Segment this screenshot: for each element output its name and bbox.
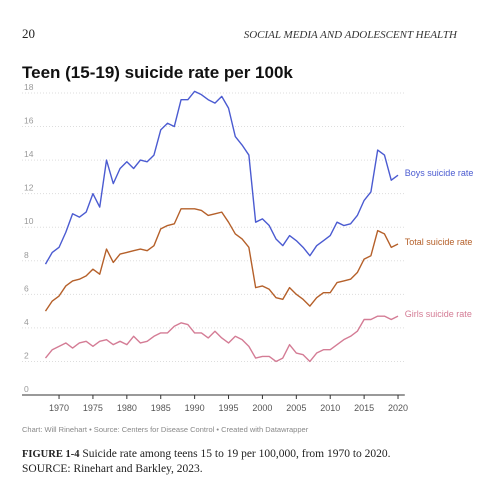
x-tick-label: 2010 (320, 403, 340, 413)
x-tick-label: 2015 (354, 403, 374, 413)
y-tick-label: 0 (24, 384, 29, 394)
caption-source: SOURCE: Rinehart and Barkley, 2023. (22, 463, 203, 475)
x-tick-label: 1990 (185, 403, 205, 413)
x-tick-label: 1985 (151, 403, 171, 413)
x-tick-label: 2020 (388, 403, 408, 413)
y-tick-label: 14 (24, 149, 34, 159)
series-label: Girls suicide rate (404, 309, 472, 320)
series-line (44, 90, 399, 265)
x-tick-label: 1995 (219, 403, 239, 413)
chart-credit: Chart: Will Rinehart • Source: Centers f… (22, 425, 309, 434)
x-tick-label: 1970 (49, 403, 69, 413)
caption: FIGURE 1-4 Suicide rate among teens 15 t… (22, 447, 462, 476)
series-line (44, 315, 399, 363)
series-label: Total suicide rate (404, 237, 473, 247)
x-tick-label: 2000 (252, 403, 272, 413)
caption-label: FIGURE 1-4 (22, 449, 80, 460)
x-tick-label: 1975 (83, 403, 103, 413)
y-tick-label: 6 (24, 283, 29, 293)
running-title: SOCIAL MEDIA AND ADOLESCENT HEALTH (244, 29, 458, 41)
y-tick-label: 12 (24, 183, 34, 193)
y-tick-label: 4 (24, 317, 29, 327)
x-tick-label: 2005 (286, 403, 306, 413)
y-tick-label: 2 (24, 350, 29, 360)
y-tick-label: 18 (24, 82, 34, 92)
chart-title: Teen (15-19) suicide rate per 100k (22, 63, 293, 82)
series-label: Boys suicide rate (404, 168, 474, 179)
page-number: 20 (22, 26, 35, 41)
y-tick-label: 8 (24, 250, 29, 260)
series-line (44, 208, 399, 312)
x-tick-label: 1980 (117, 403, 137, 413)
y-tick-label: 10 (24, 216, 34, 226)
caption-text: Suicide rate among teens 15 to 19 per 10… (82, 448, 391, 460)
y-tick-label: 16 (24, 116, 34, 126)
